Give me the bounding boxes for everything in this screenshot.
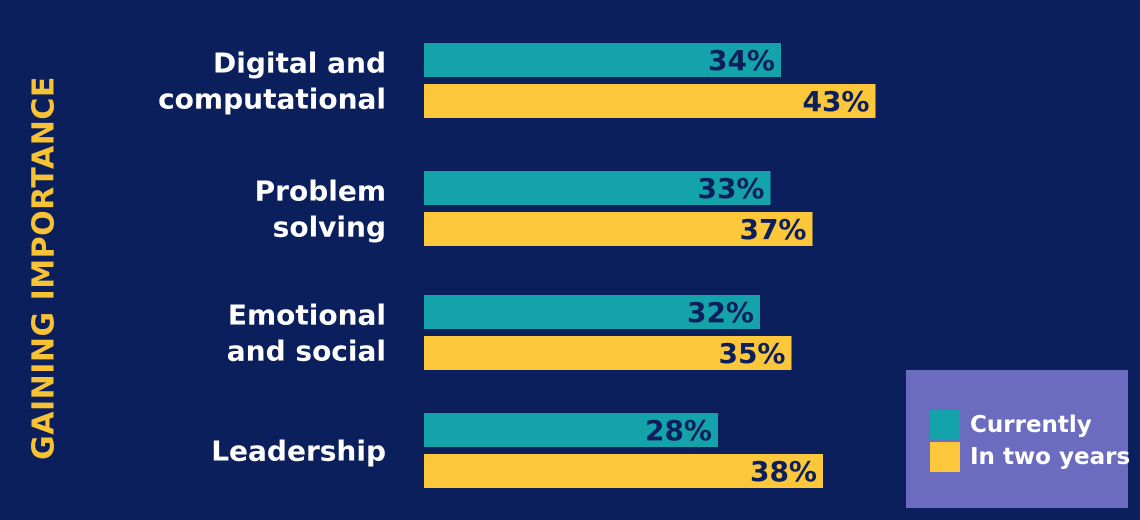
category-label-line: solving — [273, 211, 386, 244]
category-label-leadership: Leadership — [211, 435, 386, 468]
bar-in-two-years-digital-and-computational — [424, 84, 876, 118]
category-label-line: computational — [158, 83, 386, 116]
legend-item-in-two-years: In two years — [930, 442, 1130, 472]
bar-in-two-years-emotional-and-social — [424, 336, 792, 370]
value-label-in-two-years-leadership: 38% — [750, 455, 817, 488]
bar-in-two-years-problem-solving — [424, 212, 813, 246]
bar-currently-digital-and-computational — [424, 43, 781, 77]
legend-label-in-two-years: In two years — [970, 444, 1131, 470]
category-label-problem-solving: Problem solving — [255, 175, 386, 244]
legend: Currently In two years — [906, 370, 1130, 508]
legend-item-currently: Currently — [930, 410, 1092, 440]
value-label-in-two-years-problem-solving: 37% — [739, 213, 806, 246]
category-label-digital-and-computational: Digital and computational — [158, 47, 386, 116]
value-label-in-two-years-digital-and-computational: 43% — [802, 85, 869, 118]
category-label-line: Emotional — [228, 299, 386, 332]
bar-currently-leadership — [424, 413, 718, 447]
value-label-currently-emotional-and-social: 32% — [687, 296, 754, 329]
legend-swatch-in-two-years — [930, 442, 960, 472]
bar-currently-problem-solving — [424, 171, 771, 205]
legend-label-currently: Currently — [970, 412, 1092, 438]
category-label-emotional-and-social: Emotional and social — [227, 299, 386, 368]
legend-swatch-currently — [930, 410, 960, 440]
category-label-line: and social — [227, 335, 386, 368]
value-label-currently-leadership: 28% — [645, 414, 712, 447]
bar-in-two-years-leadership — [424, 454, 823, 488]
value-label-currently-digital-and-computational: 34% — [708, 44, 775, 77]
value-label-in-two-years-emotional-and-social: 35% — [718, 337, 785, 370]
bar-currently-emotional-and-social — [424, 295, 760, 329]
category-label-line: Problem — [255, 175, 386, 208]
value-label-currently-problem-solving: 33% — [697, 172, 764, 205]
category-label-line: Leadership — [211, 435, 386, 468]
category-label-line: Digital and — [213, 47, 386, 80]
